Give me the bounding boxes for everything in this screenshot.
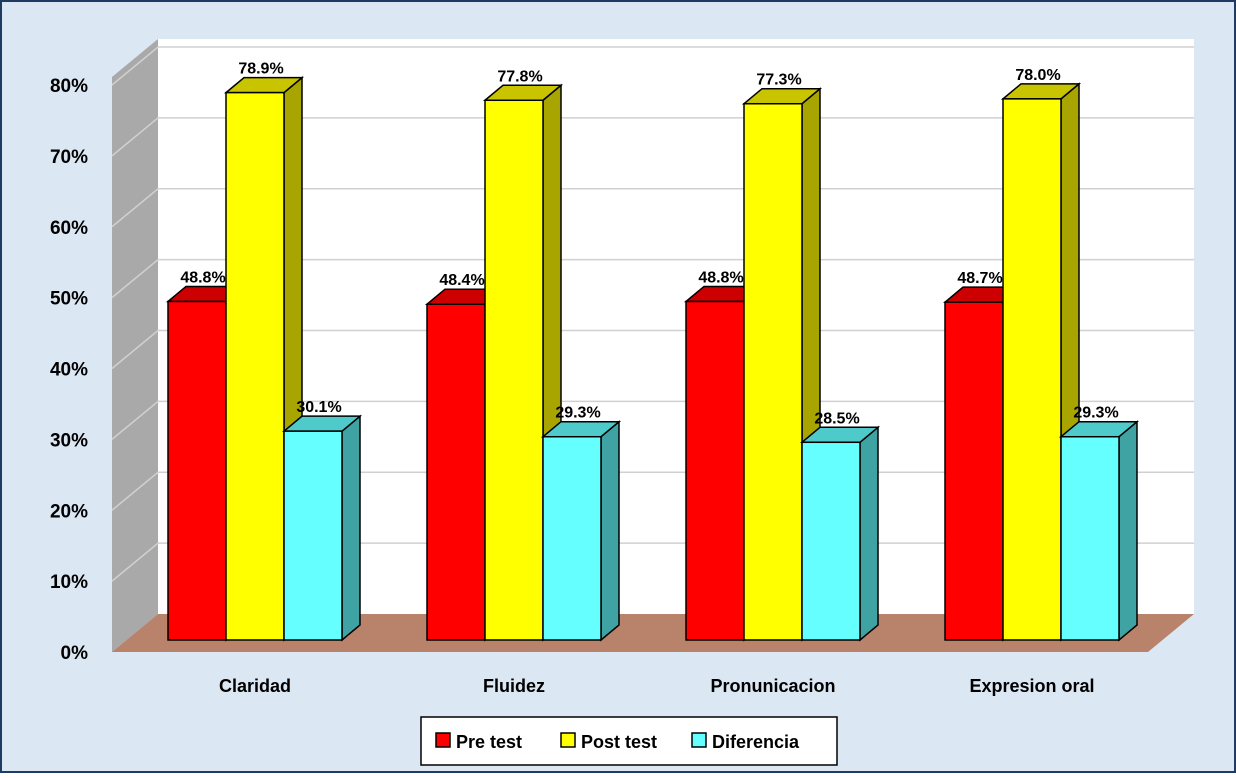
- data-label: 29.3%: [555, 405, 600, 422]
- bar-side: [600, 420, 620, 642]
- y-tick-label: 10%: [50, 572, 88, 593]
- data-label: 30.1%: [296, 399, 341, 416]
- y-tick-label: 0%: [61, 643, 89, 664]
- data-label: 48.8%: [698, 269, 743, 286]
- data-label: 48.8%: [180, 269, 225, 286]
- gridline: [111, 188, 1194, 228]
- x-category-label: Fluidez: [483, 676, 545, 696]
- data-label: 77.8%: [497, 68, 542, 85]
- side-wall: [112, 39, 158, 652]
- x-category-label: Expresion oral: [969, 676, 1094, 696]
- bar-front: [944, 301, 1004, 641]
- bar-front: [167, 300, 227, 641]
- bar-front: [542, 435, 602, 641]
- data-label: 77.3%: [756, 72, 801, 89]
- bar-front: [743, 102, 803, 641]
- y-tick-label: 80%: [50, 76, 88, 97]
- bars: 48.8% 78.9% 30.1% 48.4% 77.8% 29.3% 48.8% 77.3%…: [165, 61, 1140, 642]
- x-axis-categories: Claridad Fluidez Pronunicacion Expresion or…: [219, 676, 1095, 696]
- bar-front: [685, 300, 745, 641]
- gridline: [111, 258, 1194, 299]
- y-tick-label: 70%: [50, 147, 88, 168]
- y-tick-label: 20%: [50, 501, 88, 522]
- gridline: [111, 46, 1194, 86]
- bar: 77.8%: [482, 68, 564, 642]
- bar-side: [859, 425, 879, 642]
- data-label: 48.4%: [439, 272, 484, 289]
- y-tick-label: 60%: [50, 218, 88, 239]
- legend-swatch: [691, 732, 707, 748]
- bar-front: [801, 441, 861, 641]
- bar-side: [341, 414, 361, 642]
- bar-front: [1002, 98, 1062, 641]
- legend-label: Pre test: [456, 732, 522, 752]
- y-tick-label: 50%: [50, 289, 88, 310]
- gridline: [111, 329, 1194, 370]
- floor: [112, 614, 1194, 652]
- legend-label: Post test: [581, 732, 657, 752]
- x-category-label: Claridad: [219, 676, 291, 696]
- bar-front: [283, 430, 343, 641]
- bar-front: [225, 91, 285, 641]
- x-category-label: Pronunicacion: [710, 676, 835, 696]
- data-label: 48.7%: [957, 270, 1002, 287]
- bar-side: [1118, 420, 1138, 642]
- bar-front: [426, 303, 486, 641]
- y-tick-label: 40%: [50, 360, 88, 381]
- bar: 30.1%: [281, 399, 363, 642]
- bar: 78.9%: [223, 61, 305, 642]
- data-label: 28.5%: [814, 410, 859, 427]
- bar: 29.3%: [540, 405, 622, 642]
- legend-box: [420, 716, 838, 766]
- bar-front: [484, 99, 544, 641]
- legend-swatch: [560, 732, 576, 748]
- bar-front: [1060, 435, 1120, 641]
- legend-swatch: [435, 732, 451, 748]
- y-axis-ticks: 0% 10% 20% 30% 40% 50% 60% 70% 80%: [50, 76, 88, 664]
- data-label: 78.0%: [1015, 67, 1060, 84]
- bar: 29.3%: [1058, 405, 1140, 642]
- legend: Pre test Post test Diferencia: [420, 716, 838, 766]
- legend-label: Diferencia: [712, 732, 800, 752]
- y-tick-label: 30%: [50, 430, 88, 451]
- gridline: [111, 117, 1194, 157]
- bar: 28.5%: [799, 410, 881, 642]
- data-label: 29.3%: [1073, 405, 1118, 422]
- bar: 78.0%: [1000, 67, 1082, 642]
- gridline: [111, 400, 1194, 440]
- data-label: 78.9%: [238, 61, 283, 78]
